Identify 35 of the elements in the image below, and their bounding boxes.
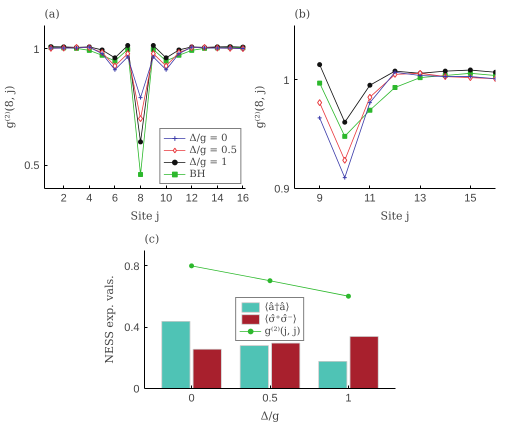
x-tick-label: 10 (160, 192, 172, 204)
x-tick-label: 4 (86, 192, 92, 204)
x-tick-label: 12 (186, 192, 198, 204)
x-axis-title: Site j (380, 210, 410, 222)
x-tick-label: 8 (137, 192, 144, 204)
x-tick-label: 1 (345, 392, 352, 404)
legend-label: ⟨â†â⟩ (264, 302, 290, 312)
chart-title: (a) (44, 8, 60, 20)
chart-title: (c) (144, 232, 160, 246)
x-axis-title: Site j (130, 210, 160, 222)
legend-label: Δ/g = 0 (189, 132, 228, 144)
x-tick-label: 13 (414, 192, 426, 204)
x-tick-label: 0 (188, 392, 195, 404)
y-tick-label: 0.4 (124, 322, 140, 334)
x-tick-label: 16 (236, 192, 250, 204)
legend-label: Δ/g = 1 (189, 156, 228, 168)
legend-label: Δ/g = 0.5 (189, 144, 237, 156)
x-tick-label: 9 (316, 192, 323, 204)
y-tick-label: 0.8 (124, 260, 140, 273)
x-axis-title: Δ/g (260, 410, 280, 422)
legend-label: BH (189, 168, 206, 180)
x-tick-label: 0.5 (262, 392, 278, 404)
y-tick-label: 0.9 (274, 184, 290, 196)
x-tick-label: 2 (60, 192, 67, 204)
y-tick-label: 0 (133, 384, 140, 396)
x-tick-label: 6 (112, 192, 118, 204)
legend-label: g⁽²⁾(j, j) (264, 326, 300, 336)
legend-label: ⟨σ̂⁺σ̂⁻⟩ (264, 314, 297, 324)
y-axis-title: g⁽²⁾(8, j) (3, 86, 16, 128)
x-tick-label: 14 (211, 192, 224, 204)
x-tick-label: 15 (464, 192, 477, 204)
x-tick-label: 11 (364, 192, 376, 204)
y-axis-title: NESS exp. vals. (103, 275, 116, 364)
y-axis-title: g⁽²⁾(8, j) (253, 86, 266, 128)
chart-title: (b) (294, 8, 310, 20)
